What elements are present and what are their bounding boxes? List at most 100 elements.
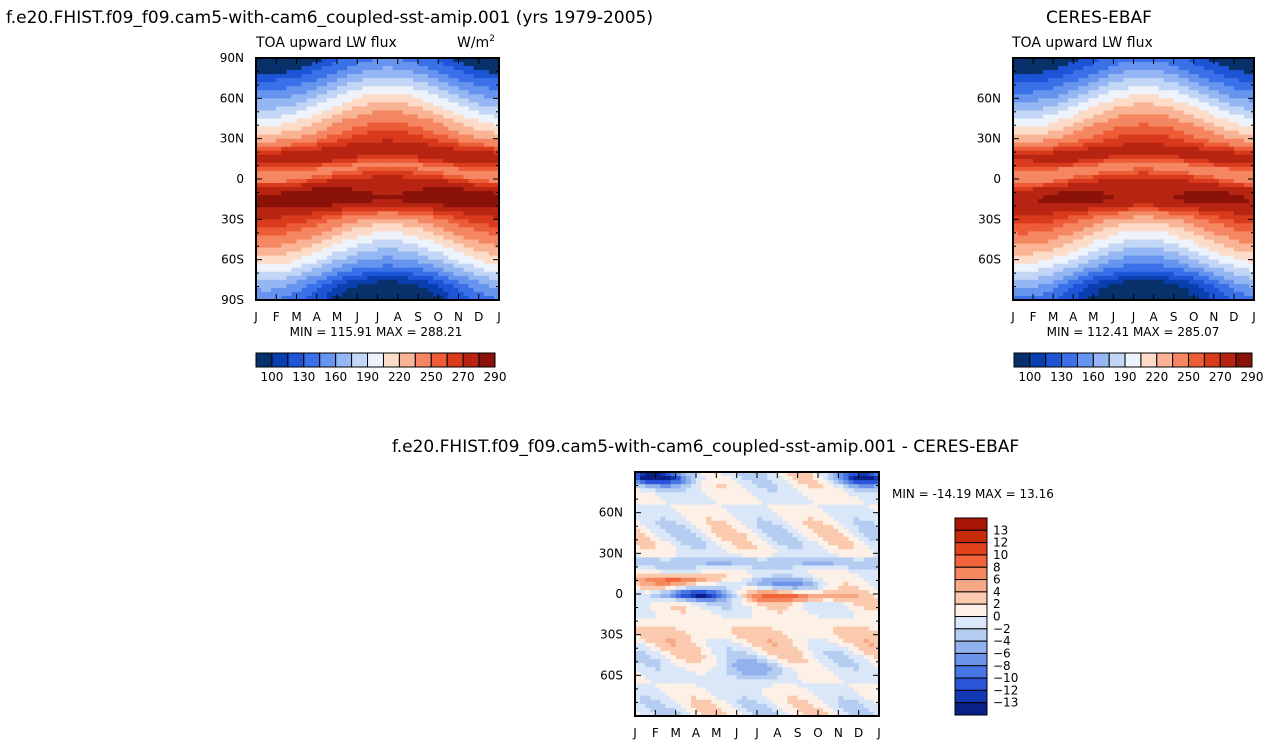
model-cell [357,106,363,112]
model-cell [397,150,404,156]
obs-cell [1233,191,1240,196]
model-cell [276,247,282,253]
model-cell [291,255,298,261]
obs-cell [1018,90,1024,95]
model-cell [367,58,374,63]
model-cell [316,259,323,265]
obs-var-title: TOA upward LW flux [1011,35,1153,51]
model-cell [423,275,429,281]
model-cell [261,215,267,220]
model-cell [256,130,262,136]
obs-cell [1108,94,1115,99]
obs-cell [1138,134,1145,140]
model-cell [326,191,333,196]
obs-cell [1248,146,1254,152]
obs-cell [1178,130,1185,136]
model-cell [458,146,465,152]
obs-cell [1163,78,1170,83]
model-cell [493,86,499,91]
model-cell [306,255,313,261]
model-cell [342,110,348,116]
obs-cell [1153,86,1160,91]
obs-cell [1118,150,1125,156]
model-cell [458,295,465,300]
model-cell [286,227,293,233]
obs-cell [1013,191,1019,196]
model-cell [473,187,480,192]
model-cell [331,90,338,95]
obs-cell [1138,187,1145,192]
obs-cell [1028,150,1034,156]
obs-cell [1223,158,1230,164]
model-cell [433,203,439,208]
model-cell [301,174,308,180]
obs-cell [1243,179,1250,184]
obs-cell [1163,191,1170,196]
model-cell [352,235,358,241]
obs-cell [1248,114,1254,120]
obs-cell [1188,191,1195,196]
obs-cell [1163,199,1170,204]
obs-cell [1138,174,1145,180]
obs-cell [1063,86,1069,91]
model-cell [276,287,282,293]
model-cell [387,118,394,124]
obs-cell [1153,179,1160,184]
obs-cell [1198,58,1205,63]
model-cell [342,82,348,87]
obs-cell [1128,174,1135,180]
model-cell [488,251,495,257]
model-cell [286,134,293,140]
model-cell [321,138,328,144]
obs-cell [1023,223,1029,228]
model-cell [306,239,313,245]
obs-cell [1243,74,1250,79]
model-cell [291,203,298,208]
obs-cell [1178,219,1185,224]
model-cell [453,118,460,124]
model-cell [291,126,298,132]
model-cell [261,227,267,233]
obs-cell [1083,215,1089,220]
model-cell [438,58,444,63]
model-cell [478,122,485,128]
model-cell [331,138,338,144]
model-cell [326,203,333,208]
obs-cell [1133,98,1140,103]
obs-cell [1113,195,1120,200]
model-cell [281,118,287,124]
model-cell [337,174,343,180]
model-cell [392,106,399,112]
obs-cell [1048,58,1054,63]
obs-cell [1048,98,1054,103]
obs-cell [1043,166,1049,172]
model-cell [387,259,394,265]
obs-cell [1043,215,1049,220]
obs-cell [1053,183,1059,188]
model-cell [296,251,303,257]
model-cell [463,267,470,273]
model-cell [428,199,434,204]
obs-cell [1123,110,1130,116]
model-cell [412,146,419,152]
obs-cell [1113,110,1120,116]
model-cell [276,82,282,87]
model-cell [458,94,465,99]
model-cell [402,94,409,99]
obs-cell [1018,219,1024,224]
model-cell [281,98,287,103]
obs-cell [1038,130,1044,136]
model-cell [483,130,490,136]
model-cell [392,162,399,168]
model-cell [458,102,465,107]
obs-cell [1153,203,1160,208]
obs-cell [1068,118,1074,124]
obs-cell [1223,223,1230,228]
model-cell [387,130,394,136]
obs-cell [1188,110,1195,116]
model-cell [433,74,439,79]
obs-cell [1198,90,1205,95]
model-cell [382,70,389,75]
model-cell [438,207,444,212]
model-cell [397,215,404,220]
